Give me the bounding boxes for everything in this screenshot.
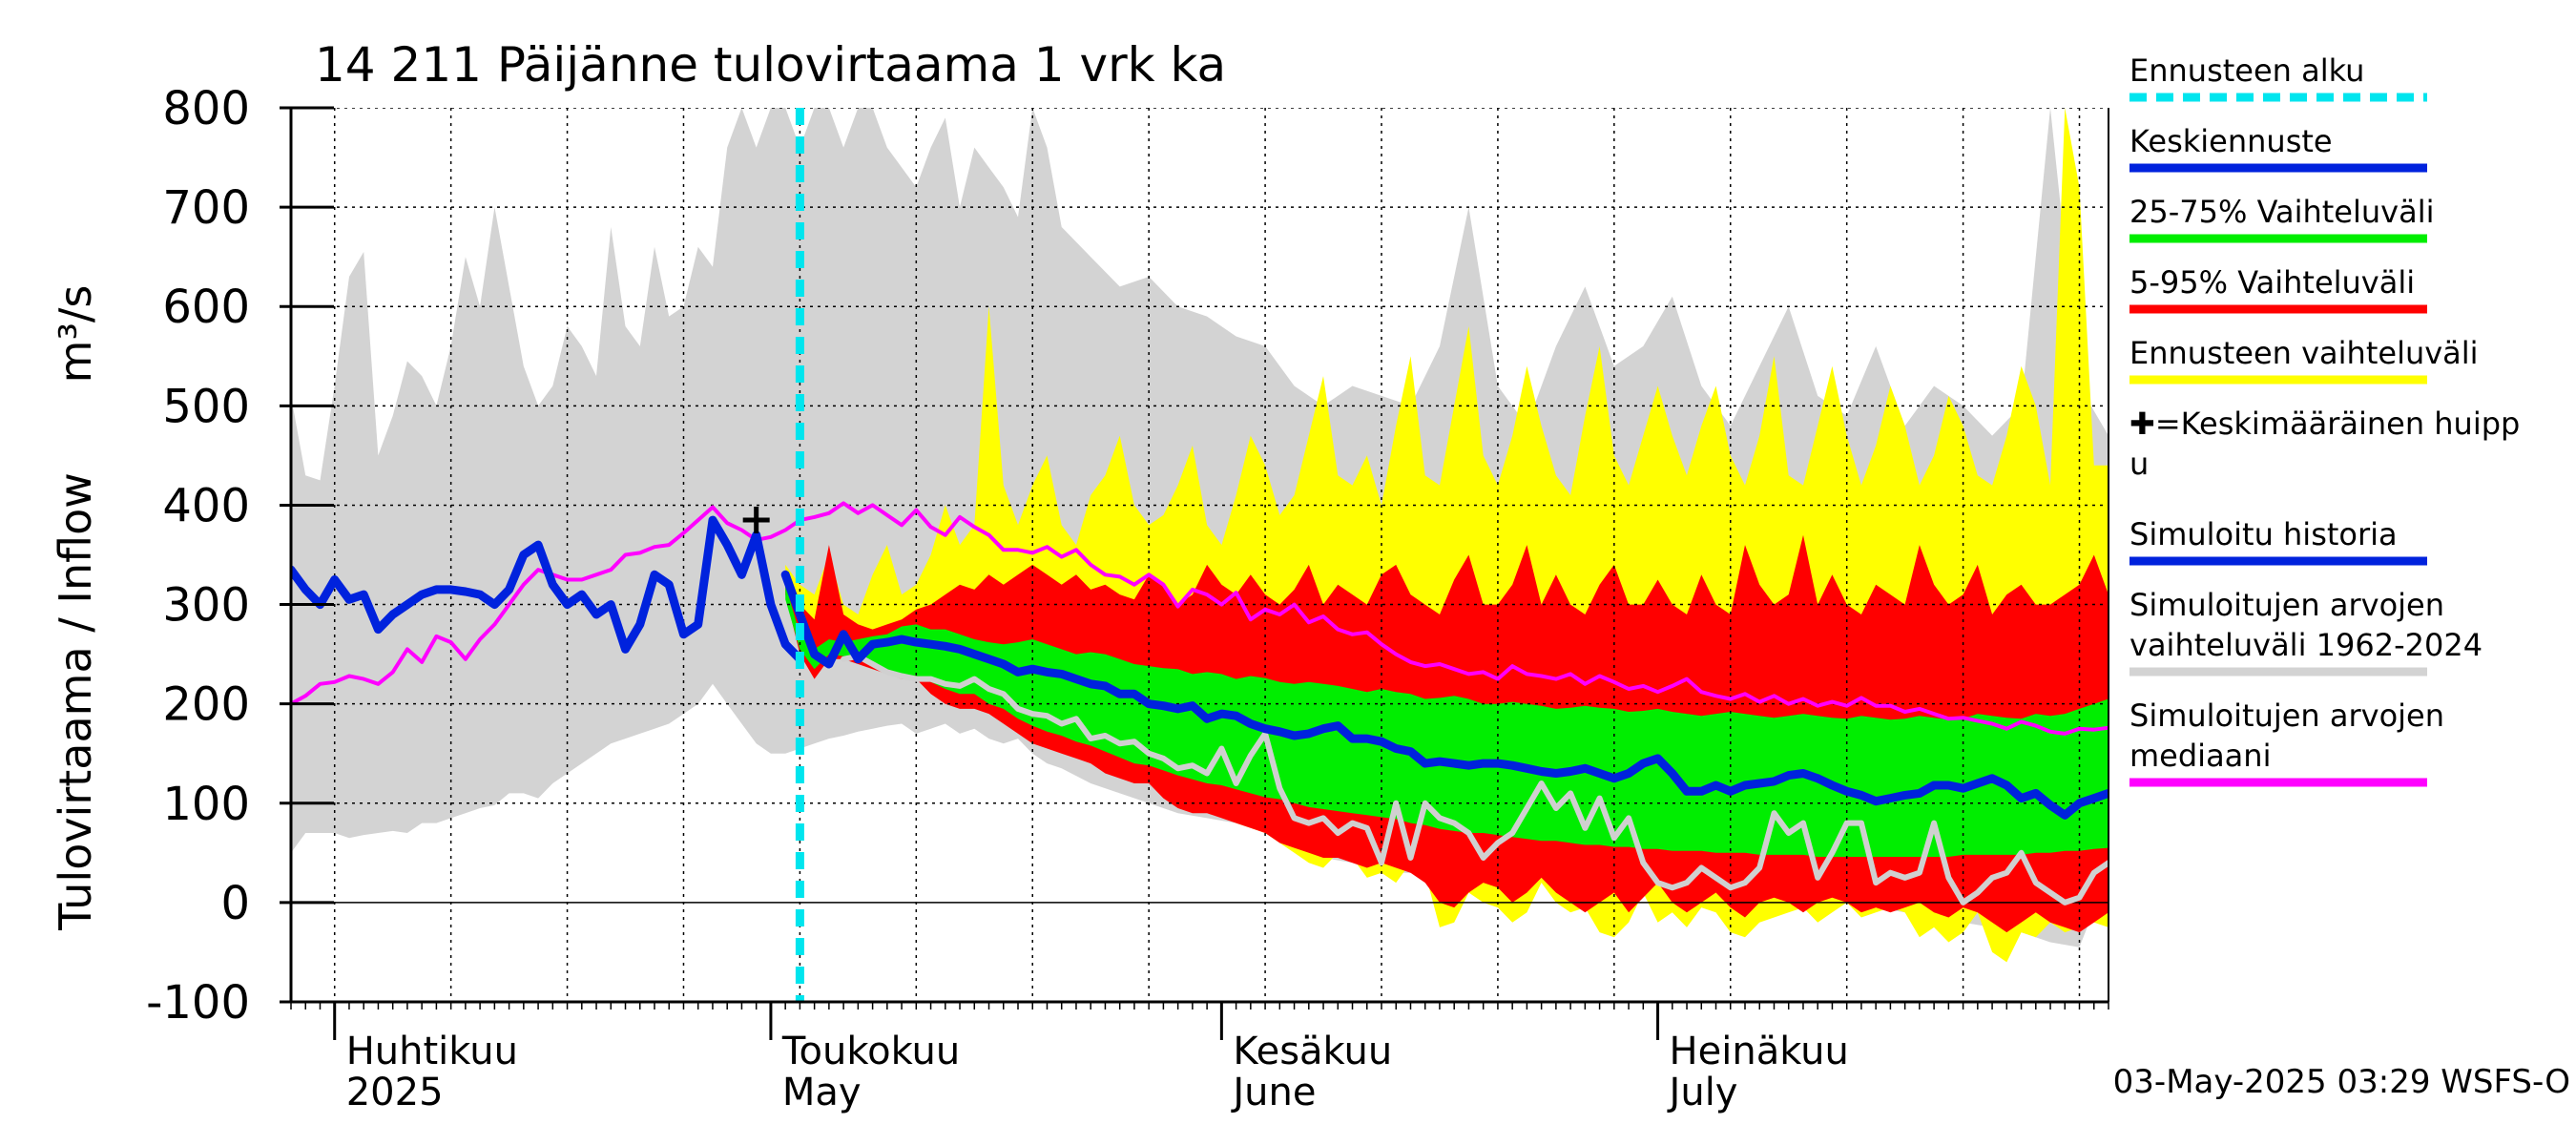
median-forecast-line [780, 570, 2109, 820]
plot-area [291, 108, 2109, 1002]
legend-label: Simuloitujen arvojen [2129, 587, 2444, 623]
x-month-label-fi: Toukokuu [781, 1030, 960, 1073]
x-month-label-fi: Kesäkuu [1233, 1030, 1392, 1073]
timestamp-label: 03-May-2025 03:29 WSFS-O [2113, 1063, 2570, 1101]
y-tick-label: 100 [162, 778, 250, 831]
legend-label: Keskiennuste [2129, 123, 2333, 159]
legend-item-7: Simuloitujen arvojen vaihteluväli 1962-20… [2129, 587, 2483, 677]
y-tick-label: 700 [162, 181, 250, 235]
y-tick-label: 800 [162, 82, 250, 135]
axes: -100 0 100 200 300 400 500 600 700 800 Huhtikuu202… [146, 82, 2109, 1114]
legend-label-2: mediaani [2129, 738, 2271, 774]
y-tick-label: 200 [162, 678, 250, 732]
legend-item-1: Keskiennuste [2129, 123, 2427, 173]
legend-label: 5-95% Vaihteluväli [2129, 264, 2415, 301]
legend-item-0: Ennusteen alku [2129, 52, 2427, 102]
p25-75-band [785, 584, 2109, 857]
x-month-label-en: May [782, 1071, 862, 1114]
simulated-history-line [291, 515, 804, 664]
legend-label: Ennusteen vaihteluväli [2129, 335, 2479, 371]
x-month-label-en: July [1667, 1071, 1738, 1114]
legend-item-8: Simuloitujen arvojen mediaani [2129, 697, 2444, 787]
legend-label: Simuloitu historia [2129, 516, 2398, 552]
x-month-label-fi: Huhtikuu [346, 1030, 518, 1073]
legend-item-5: ✚=Keskimääräinen huipp u [2129, 406, 2520, 482]
legend-label: Ennusteen alku [2129, 52, 2364, 89]
y-tick-label: 500 [162, 380, 250, 433]
legend-item-6: Simuloitu historia [2129, 516, 2427, 566]
legend-label: ✚=Keskimääräinen huipp [2129, 406, 2520, 442]
y-tick-label: 600 [162, 281, 250, 334]
legend-label: Simuloitujen arvojen [2129, 697, 2444, 734]
legend-item-2: 25-75% Vaihteluväli [2129, 194, 2434, 243]
legend-label-2: vaihteluväli 1962-2024 [2129, 627, 2483, 663]
legend: Ennusteen alku Keskiennuste 25-75% Vaihtel… [2129, 52, 2520, 787]
legend-item-4: Ennusteen vaihteluväli [2129, 335, 2479, 385]
legend-item-3: 5-95% Vaihteluväli [2129, 264, 2427, 314]
historical-min-line [841, 653, 2109, 906]
x-month-label-en: 2025 [346, 1071, 444, 1114]
x-month-label-fi: Heinäkuu [1670, 1030, 1849, 1073]
y-axis-unit: m³/s [50, 285, 101, 384]
y-tick-label: 400 [162, 479, 250, 532]
legend-label: 25-75% Vaihteluväli [2129, 194, 2434, 230]
y-tick-label: 300 [162, 579, 250, 633]
mean-peak-marker [742, 507, 770, 534]
x-month-label-en: June [1230, 1071, 1316, 1114]
y-axis-label: Tulovirtaama / Inflow [50, 472, 101, 931]
chart-title: 14 211 Päijänne tulovirtaama 1 vrk ka [315, 37, 1226, 93]
legend-label-2: u [2129, 446, 2149, 482]
y-tick-label: -100 [146, 976, 250, 1030]
historical-median-line [291, 501, 2109, 736]
y-tick-label: 0 [220, 877, 250, 930]
